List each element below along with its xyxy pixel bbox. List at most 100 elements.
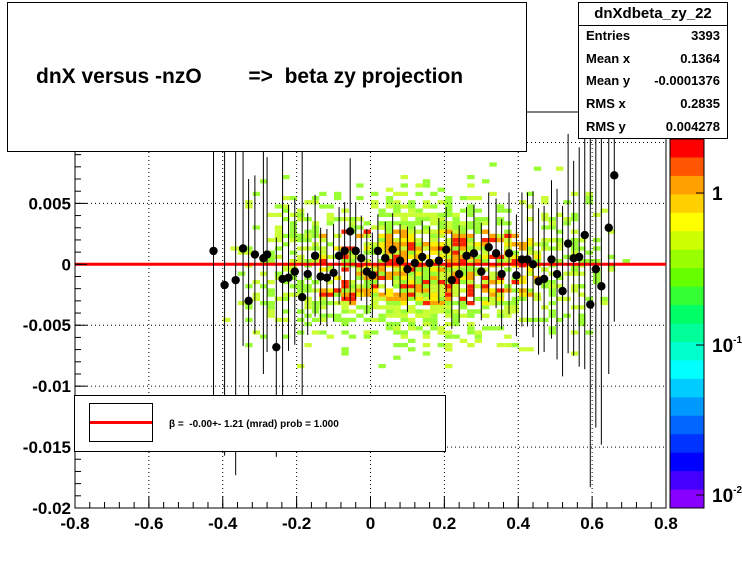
density-cell — [385, 212, 394, 217]
density-cell — [452, 242, 460, 247]
stats-separator — [579, 25, 727, 26]
density-cell — [459, 238, 468, 243]
density-cell — [474, 309, 482, 314]
density-cell — [297, 208, 305, 213]
density-cell — [489, 191, 497, 196]
density-cell — [437, 280, 445, 285]
density-cell — [363, 334, 371, 339]
density-cell — [400, 271, 408, 276]
density-cell — [482, 326, 490, 331]
density-cell — [341, 351, 349, 356]
density-cell — [334, 301, 342, 306]
density-cell — [467, 330, 475, 335]
density-cell — [400, 221, 408, 226]
density-cell — [511, 280, 519, 285]
data-point — [403, 264, 412, 274]
density-cell — [430, 217, 438, 222]
density-cell — [482, 238, 490, 243]
density-cell — [482, 229, 490, 234]
density-cell — [482, 275, 490, 280]
density-cell — [489, 292, 497, 297]
data-point — [434, 256, 444, 265]
density-cell — [437, 292, 445, 297]
density-cell — [289, 284, 297, 289]
density-cell — [533, 259, 542, 264]
density-cell — [482, 305, 490, 310]
density-cell — [408, 254, 416, 259]
density-cell — [445, 208, 453, 213]
density-cell — [511, 309, 519, 314]
density-cell — [400, 296, 408, 301]
density-cell — [482, 267, 490, 272]
density-cell — [422, 334, 431, 339]
density-cell — [393, 292, 401, 297]
data-point — [250, 250, 260, 259]
density-cell — [282, 296, 290, 301]
density-cell — [430, 250, 438, 255]
density-cell — [415, 259, 423, 264]
density-cell — [415, 212, 423, 217]
density-cell — [385, 292, 394, 297]
density-cell — [519, 280, 527, 285]
density-cell — [385, 221, 394, 226]
density-cell — [474, 242, 482, 247]
density-cell — [319, 296, 327, 301]
density-cell — [400, 229, 408, 234]
density-cell — [504, 313, 512, 318]
density-cell — [459, 296, 468, 301]
density-cell — [408, 246, 416, 251]
density-cell — [385, 301, 394, 306]
density-cell — [467, 233, 475, 238]
density-cell — [496, 204, 505, 209]
density-cell — [297, 254, 305, 259]
density-cell — [437, 217, 445, 222]
density-cell — [482, 288, 490, 293]
density-cell — [408, 296, 416, 301]
palette-swatch — [670, 249, 704, 269]
density-cell — [230, 246, 238, 251]
density-cell — [282, 204, 290, 209]
density-cell — [282, 334, 290, 339]
density-cell — [400, 225, 408, 230]
density-cell — [371, 292, 379, 297]
density-cell — [393, 254, 401, 259]
density-cell — [570, 217, 579, 222]
density-cell — [356, 196, 364, 201]
density-cell — [408, 305, 416, 310]
density-cell — [585, 259, 593, 264]
density-cell — [563, 217, 571, 222]
density-cell — [252, 330, 260, 335]
density-cell — [267, 305, 275, 310]
data-point — [231, 275, 240, 285]
data-point — [340, 246, 349, 256]
density-cell — [430, 284, 438, 289]
density-cell — [563, 221, 571, 226]
density-cell — [282, 217, 290, 222]
density-cell — [252, 191, 260, 196]
density-cell — [496, 343, 505, 348]
density-cell — [297, 309, 305, 314]
density-cell — [585, 200, 593, 205]
density-cell — [541, 200, 549, 205]
density-cell — [467, 271, 475, 276]
density-cell — [348, 259, 357, 264]
density-cell — [297, 317, 305, 322]
density-cell — [467, 259, 475, 264]
data-point — [297, 293, 307, 302]
density-cell — [348, 292, 357, 297]
palette-swatch — [670, 323, 704, 343]
density-cell — [437, 343, 445, 348]
density-cell — [393, 212, 401, 217]
density-cell — [267, 238, 275, 243]
density-cell — [289, 238, 297, 243]
density-cell — [452, 317, 460, 322]
density-cell — [319, 238, 327, 243]
z-tick-label: 10-1 — [712, 335, 742, 357]
data-point — [454, 269, 464, 279]
density-cell — [415, 183, 423, 188]
density-cell — [274, 271, 283, 276]
density-cell — [556, 296, 564, 301]
density-cell — [282, 309, 290, 314]
density-cell — [371, 204, 379, 209]
density-cell — [445, 267, 453, 272]
